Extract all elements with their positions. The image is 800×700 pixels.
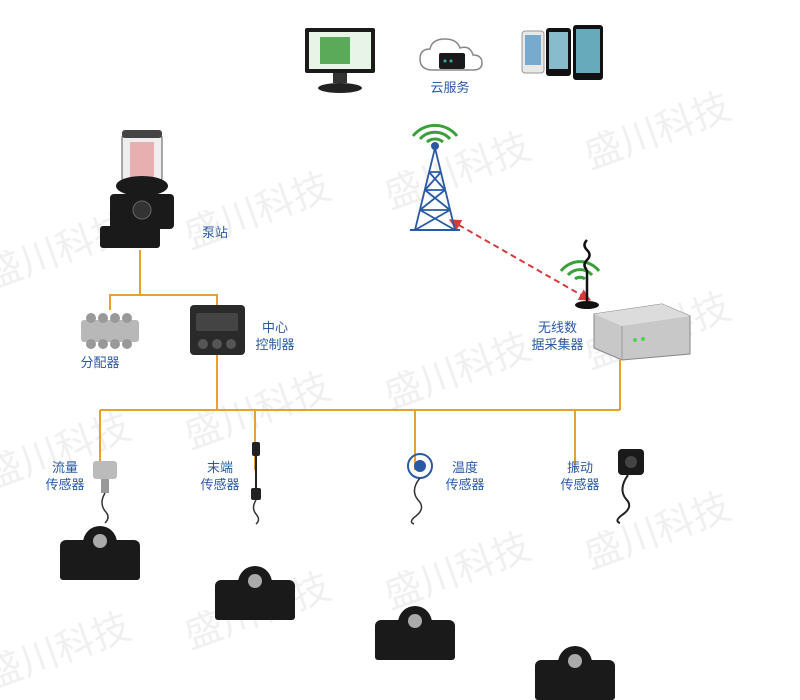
sensor-temp-icon bbox=[400, 450, 440, 530]
collector-icon bbox=[590, 300, 695, 367]
pump-label: 泵站 bbox=[195, 225, 235, 242]
tower-icon bbox=[405, 140, 465, 240]
monitor-icon bbox=[300, 25, 380, 100]
sensor-end-label: 末端 传感器 bbox=[195, 460, 245, 494]
bearing-icon bbox=[535, 660, 615, 700]
watermark: 盛川科技 bbox=[0, 596, 137, 700]
sensor-vib-icon bbox=[610, 445, 650, 530]
sensor-temp-label: 温度 传感器 bbox=[440, 460, 490, 494]
sensor-end-icon bbox=[246, 440, 266, 530]
collector-label: 无线数 据采集器 bbox=[530, 320, 585, 354]
watermark: 盛川科技 bbox=[375, 316, 537, 420]
watermark: 盛川科技 bbox=[575, 76, 737, 180]
distributor-label: 分配器 bbox=[75, 355, 125, 372]
distributor-icon bbox=[75, 310, 145, 355]
controller-icon bbox=[190, 305, 245, 355]
cloud-label: 云服务 bbox=[430, 80, 470, 97]
pump-icon bbox=[100, 130, 180, 255]
watermark: 盛川科技 bbox=[175, 156, 337, 260]
bearing-icon bbox=[215, 580, 295, 620]
bearing-icon bbox=[60, 540, 140, 580]
phones-icon bbox=[520, 25, 605, 90]
sensor-vib-label: 振动 传感器 bbox=[555, 460, 605, 494]
bearing-icon bbox=[375, 620, 455, 660]
sensor-flow-label: 流量 传感器 bbox=[40, 460, 90, 494]
sensor-flow-icon bbox=[85, 455, 125, 530]
controller-label: 中心 控制器 bbox=[250, 320, 300, 354]
watermark: 盛川科技 bbox=[375, 516, 537, 620]
cloud-icon bbox=[415, 35, 485, 85]
